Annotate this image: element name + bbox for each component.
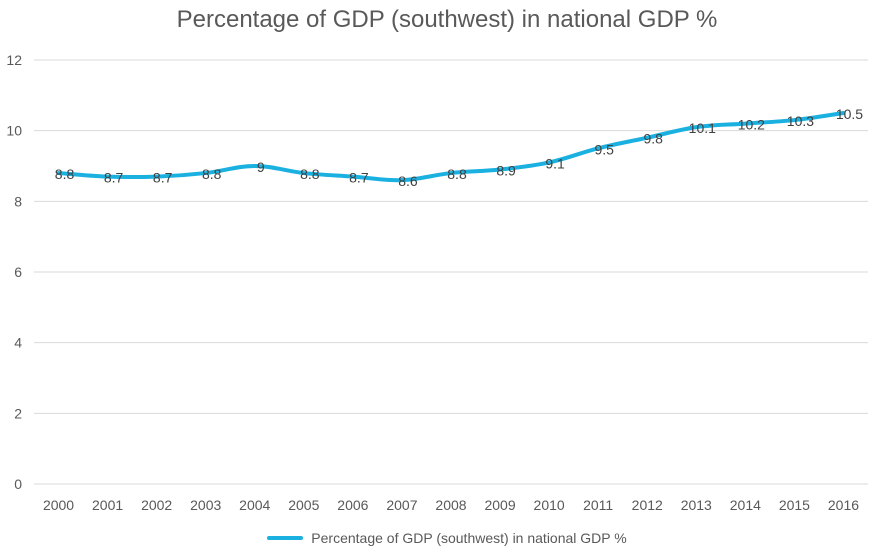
x-tick-label: 2013 [681, 497, 712, 513]
y-tick-label: 12 [6, 52, 22, 68]
data-label: 10.1 [689, 120, 716, 136]
x-tick-label: 2001 [92, 497, 123, 513]
chart-title: Percentage of GDP (southwest) in nationa… [176, 6, 718, 33]
x-tick-label: 2004 [239, 497, 270, 513]
x-tick-label: 2007 [386, 497, 417, 513]
data-label: 10.2 [738, 117, 765, 133]
data-label: 8.7 [153, 170, 173, 186]
series-group [56, 111, 846, 183]
data-label: 8.8 [55, 166, 75, 182]
y-axis-ticks: 0 2 4 6 8 10 12 [6, 52, 22, 492]
x-tick-label: 2008 [435, 497, 466, 513]
y-tick-label: 6 [14, 264, 22, 280]
data-label: 9.1 [545, 155, 565, 171]
x-tick-label: 2002 [141, 497, 172, 513]
y-tick-label: 10 [6, 123, 22, 139]
gridlines [34, 59, 868, 485]
x-axis-ticks: 2000 2001 2002 2003 2004 2005 2006 2007 2008 2009… [43, 497, 859, 513]
data-label: 9.8 [644, 131, 664, 147]
legend: Percentage of GDP (southwest) in nationa… [0, 530, 894, 546]
x-tick-label: 2005 [288, 497, 319, 513]
series-line [56, 111, 846, 183]
data-label: 10.3 [787, 113, 814, 129]
x-tick-label: 2010 [534, 497, 565, 513]
data-label: 10.5 [836, 106, 863, 122]
data-label: 8.6 [398, 173, 418, 189]
y-tick-label: 8 [14, 193, 22, 209]
y-tick-label: 2 [14, 405, 22, 421]
x-tick-label: 2003 [190, 497, 221, 513]
x-tick-label: 2011 [583, 497, 613, 513]
x-tick-label: 2000 [43, 497, 74, 513]
x-tick-label: 2014 [730, 497, 761, 513]
data-labels: 8.8 8.7 8.7 8.8 9 8.8 8.7 8.6 8.8 8.9 9.1 9.5 9.8 10.… [55, 106, 864, 189]
x-tick-label: 2009 [484, 497, 515, 513]
data-label: 9 [257, 159, 265, 175]
data-label: 8.9 [496, 163, 516, 179]
data-label: 8.8 [447, 166, 467, 182]
data-label: 8.7 [349, 170, 369, 186]
x-tick-label: 2006 [337, 497, 368, 513]
x-tick-label: 2015 [779, 497, 810, 513]
data-label: 8.7 [104, 170, 124, 186]
data-label: 8.8 [202, 166, 222, 182]
legend-label: Percentage of GDP (southwest) in nationa… [311, 530, 627, 546]
x-tick-label: 2016 [828, 497, 859, 513]
y-tick-label: 4 [14, 335, 22, 351]
data-label: 8.8 [300, 166, 320, 182]
legend-swatch [267, 536, 304, 540]
data-label: 9.5 [594, 141, 614, 157]
x-tick-label: 2012 [632, 497, 663, 513]
y-tick-label: 0 [14, 476, 22, 492]
